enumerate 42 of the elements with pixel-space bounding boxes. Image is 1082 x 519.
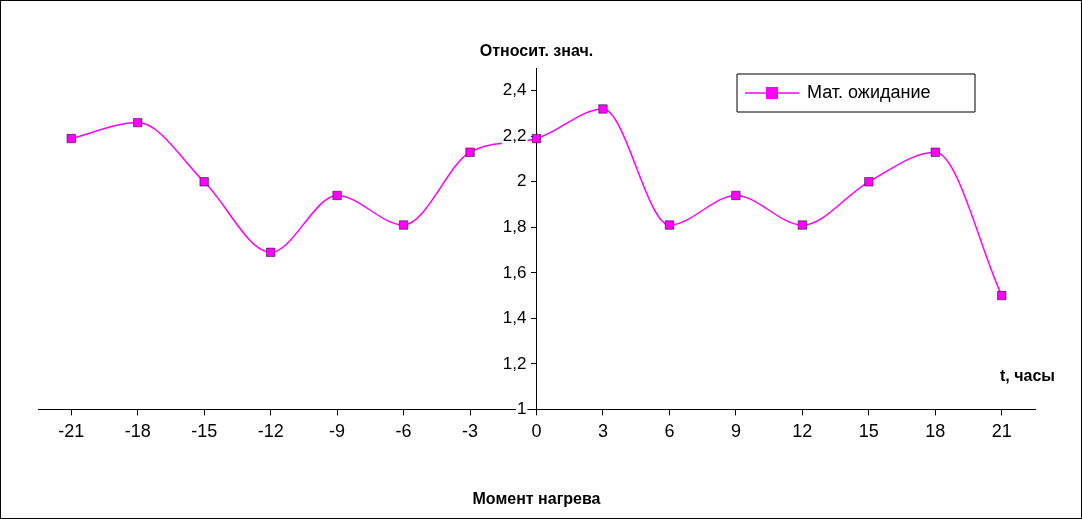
y-tick-label: 1 [517,399,527,419]
point [66,134,76,144]
point [465,147,475,157]
x-tick-label: 6 [664,421,675,442]
x-tick-label: -3 [462,421,479,442]
point [731,190,741,200]
legend-label: Мат. ожидание [807,81,931,102]
x-axis-title: t, часы [1000,366,1055,384]
point [997,291,1007,301]
x-tick-label: -18 [124,421,151,442]
y-tick-label: 1,6 [502,262,527,282]
x-tick-label: 18 [925,421,946,442]
y-axis-title: Относит. знач. [479,42,594,60]
point [199,177,209,187]
point [133,118,143,128]
y-tick-label: 2,4 [502,80,527,100]
x-tick-label: -15 [191,421,218,442]
x-tick-label: 9 [730,421,741,442]
point [598,104,608,114]
x-tick-label: 12 [792,421,813,442]
y-tick-label: 1,2 [502,353,527,373]
x-tick-label: 15 [858,421,879,442]
x-tick-label: 3 [597,421,608,442]
text: Момент нагрева [472,490,601,508]
point [399,220,409,230]
y-tick-label: 1,8 [502,217,527,237]
y-tick-label: 2,2 [502,125,527,145]
point [332,190,342,200]
point [532,134,541,144]
x-tick-label: 0 [531,421,542,442]
point [864,177,874,187]
x-tick-label: 21 [991,421,1012,442]
x-tick-label: -21 [58,421,85,442]
x-tick-label: -9 [329,421,346,442]
point [797,220,807,230]
y-tick-label: 2 [517,171,527,191]
point [930,147,940,157]
y-tick-label: 1,4 [502,308,527,328]
x-tick-label: -12 [257,421,284,442]
point [266,247,276,257]
point [664,220,674,230]
x-tick-label: -6 [395,421,412,442]
